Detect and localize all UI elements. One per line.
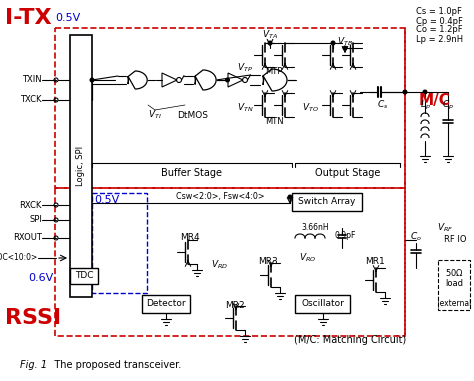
Text: Cs = 1.0pF: Cs = 1.0pF — [416, 8, 462, 16]
Text: $C_o$: $C_o$ — [410, 231, 422, 243]
Bar — [55, 188, 405, 336]
Text: Cp = 0.4pF: Cp = 0.4pF — [416, 16, 463, 26]
Text: $C_p$: $C_p$ — [442, 98, 454, 112]
Text: MTN: MTN — [265, 117, 283, 126]
Text: 50$\Omega$: 50$\Omega$ — [445, 267, 464, 279]
Text: $V_{TA}$: $V_{TA}$ — [262, 29, 278, 41]
Circle shape — [403, 90, 407, 94]
Text: Oscillator: Oscillator — [301, 299, 345, 309]
Circle shape — [90, 78, 94, 82]
Text: $C_s$: $C_s$ — [377, 99, 389, 111]
Text: (M/C: Matching Circuit): (M/C: Matching Circuit) — [294, 335, 406, 345]
Text: $V_{TI}$: $V_{TI}$ — [148, 109, 162, 121]
Text: TXIN: TXIN — [22, 75, 42, 85]
Text: Detector: Detector — [146, 299, 186, 309]
Text: $V_{TB}$: $V_{TB}$ — [337, 36, 353, 48]
Text: $V_{RD}$: $V_{RD}$ — [211, 259, 228, 271]
Text: M/C: M/C — [419, 93, 451, 107]
Bar — [295, 295, 350, 313]
Bar — [92, 193, 147, 293]
Text: Fig. 1: Fig. 1 — [20, 360, 47, 370]
Text: Lp = 2.9nH: Lp = 2.9nH — [416, 35, 463, 43]
Text: MTP: MTP — [265, 67, 283, 77]
Text: Logic, SPI: Logic, SPI — [76, 146, 85, 186]
Text: Switch Array: Switch Array — [298, 197, 356, 207]
Circle shape — [268, 41, 272, 45]
Text: Co = 1.2pF: Co = 1.2pF — [416, 26, 463, 35]
Text: RSSI: RSSI — [5, 308, 61, 328]
Text: TDC<10:0>: TDC<10:0> — [0, 253, 38, 263]
Text: MR2: MR2 — [225, 301, 245, 309]
Text: SPI: SPI — [29, 216, 42, 224]
Polygon shape — [128, 71, 147, 89]
Text: Csw<2:0>, Fsw<4:0>: Csw<2:0>, Fsw<4:0> — [176, 192, 264, 202]
Circle shape — [423, 90, 427, 94]
Bar — [142, 295, 190, 313]
Text: TXCK: TXCK — [20, 96, 42, 104]
Text: $V_{RO}$: $V_{RO}$ — [300, 252, 317, 264]
Polygon shape — [195, 70, 216, 90]
Text: 0.5V: 0.5V — [55, 13, 80, 23]
Circle shape — [343, 46, 347, 50]
Polygon shape — [263, 69, 287, 91]
Text: $V_{TN}$: $V_{TN}$ — [237, 102, 253, 114]
Circle shape — [288, 195, 292, 199]
Text: 0.6V: 0.6V — [28, 273, 53, 283]
Text: $L_p$: $L_p$ — [419, 98, 430, 112]
Text: $V_{TP}$: $V_{TP}$ — [237, 62, 253, 74]
Text: RXCK: RXCK — [19, 200, 42, 210]
Text: Buffer Stage: Buffer Stage — [162, 168, 222, 178]
Bar — [70, 268, 98, 284]
Bar — [292, 193, 362, 211]
Circle shape — [331, 41, 335, 45]
Text: I-TX: I-TX — [5, 8, 52, 28]
Text: load: load — [445, 279, 463, 288]
Bar — [70, 35, 92, 297]
Text: $V_{RF}$: $V_{RF}$ — [437, 222, 453, 234]
Text: Output Stage: Output Stage — [315, 168, 381, 178]
Text: MR3: MR3 — [258, 258, 278, 266]
Text: 3.66nH: 3.66nH — [301, 224, 329, 232]
Bar — [438, 260, 470, 310]
Bar — [55, 28, 405, 188]
Text: RXOUT: RXOUT — [13, 234, 42, 242]
Circle shape — [226, 78, 229, 82]
Text: DtMOS: DtMOS — [177, 110, 209, 120]
Text: 0.5V: 0.5V — [94, 195, 119, 205]
Text: The proposed transceiver.: The proposed transceiver. — [45, 360, 181, 370]
Text: RF IO: RF IO — [444, 235, 466, 245]
Text: $V_{TO}$: $V_{TO}$ — [301, 102, 319, 114]
Text: MR4: MR4 — [180, 234, 200, 242]
Text: |external: |external — [437, 298, 471, 307]
Text: TDC: TDC — [75, 272, 93, 280]
Text: 0.9pF: 0.9pF — [334, 231, 356, 240]
Text: MR1: MR1 — [365, 258, 385, 266]
